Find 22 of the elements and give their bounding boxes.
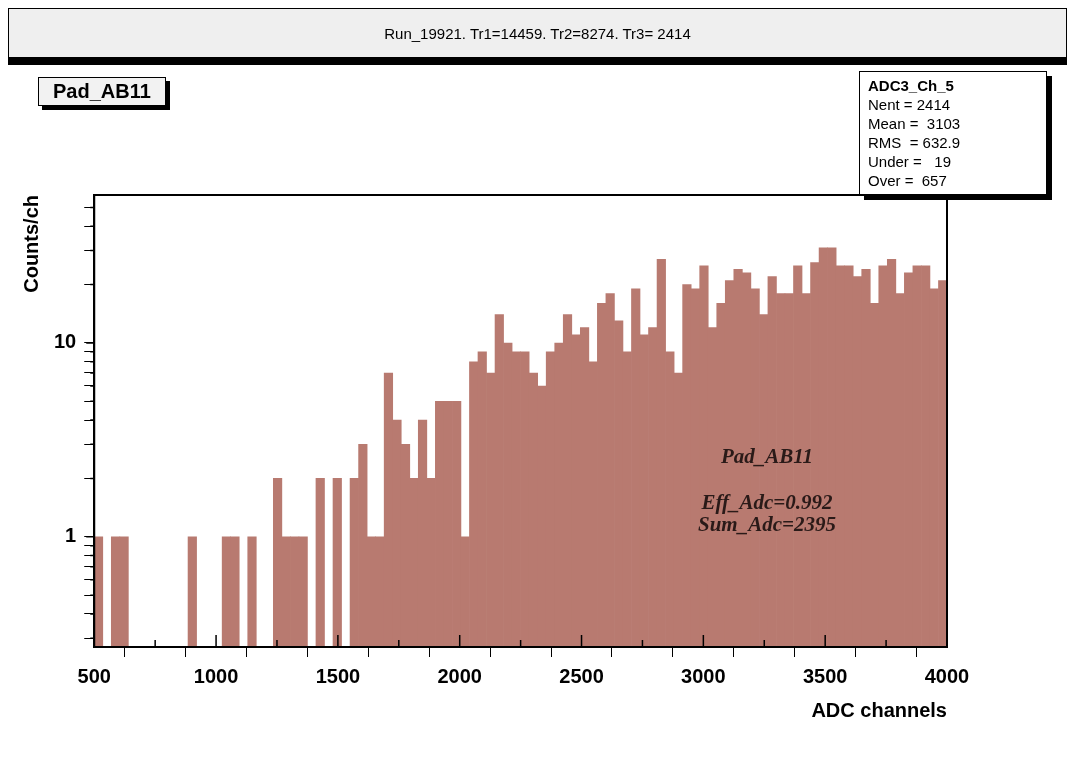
annotation: Eff_Adc=0.992: [700, 490, 834, 514]
chart-subtitle: Pad_AB11: [53, 80, 151, 102]
text: ADC3_Ch_5: [868, 76, 955, 95]
x-tick-label: 3000: [681, 664, 726, 687]
x-tick-label: 2000: [437, 664, 482, 687]
x-axis-title: ADC channels: [811, 698, 947, 721]
text: Under = 19: [868, 152, 952, 171]
text: Mean = 3103: [868, 114, 962, 133]
x-tick-label: 4000: [924, 664, 970, 687]
x-tick-label: 500: [77, 664, 111, 687]
text: Over = 657: [868, 171, 948, 190]
annotation: Pad_AB11: [719, 444, 815, 468]
x-tick-label: 2500: [559, 664, 604, 687]
text: RMS = 632.9: [868, 133, 962, 152]
chart-title: Run_19921. Tr1=14459. Tr2=8274. Tr3= 2414: [384, 24, 691, 42]
y-axis-title: Counts/ch: [19, 195, 42, 293]
x-tick-label: 1000: [193, 664, 239, 687]
y-tick-label: 1: [65, 524, 77, 547]
x-tick-label: 1500: [315, 664, 361, 687]
x-tick-label: 3500: [802, 664, 848, 687]
text: Nent = 2414: [868, 95, 952, 114]
y-tick-label: 10: [54, 330, 77, 353]
